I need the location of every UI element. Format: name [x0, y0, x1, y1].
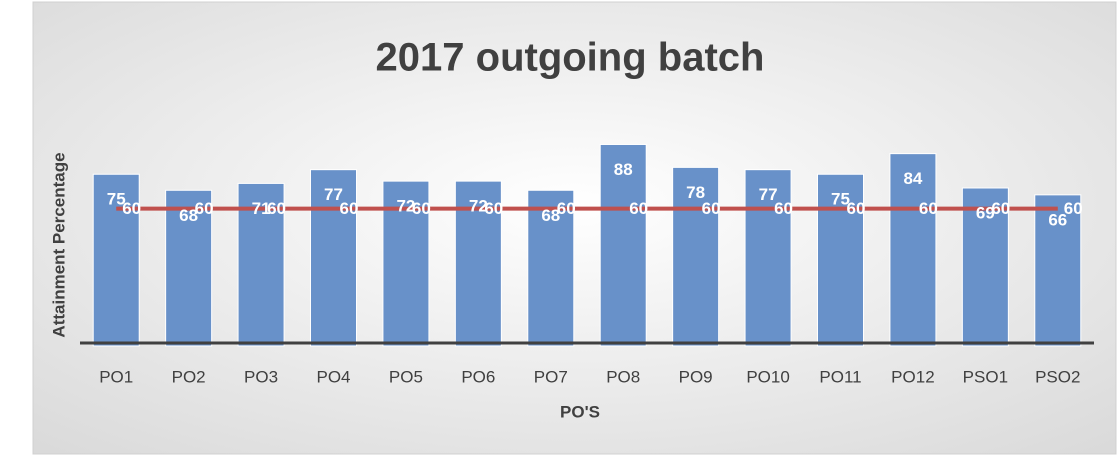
x-axis-label: PO'S: [560, 402, 600, 421]
chart-title: 2017 outgoing batch: [376, 36, 765, 80]
x-tick-label: PO1: [99, 367, 133, 386]
x-tick-label: PO3: [244, 367, 278, 386]
line-value-label: 60: [847, 199, 866, 218]
x-tick-label: PSO1: [963, 367, 1008, 386]
bar: [961, 187, 1009, 347]
y-axis-label: Attainment Percentage: [49, 152, 68, 337]
x-tick-label: PO9: [679, 367, 713, 386]
bar: [744, 169, 792, 347]
bar: [310, 169, 357, 347]
bar: [165, 189, 213, 347]
line-value-label: 60: [919, 199, 938, 218]
bar: [817, 173, 864, 347]
line-value-label: 60: [774, 199, 793, 218]
x-tick-label: PO5: [389, 367, 423, 386]
bar-value-label: 66: [1048, 210, 1067, 229]
bar-value-label: 68: [541, 206, 560, 225]
x-tick-label: PO4: [316, 367, 350, 386]
x-tick-label: PO10: [746, 367, 789, 386]
bar-value-label: 75: [107, 190, 126, 209]
bar-value-label: 69: [976, 203, 995, 222]
bar-value-label: 75: [831, 190, 850, 209]
x-tick-label: PO6: [461, 367, 495, 386]
line-value-label: 60: [484, 199, 503, 218]
x-tick-label: PO2: [172, 367, 206, 386]
x-tick-label: PO8: [606, 367, 640, 386]
bar-value-label: 84: [903, 169, 922, 188]
bar-value-label: 72: [469, 197, 488, 216]
bar-value-label: 78: [686, 183, 705, 202]
line-value-label: 60: [702, 199, 721, 218]
bar-value-label: 72: [396, 197, 415, 216]
bar: [92, 173, 140, 347]
line-value-label: 60: [629, 199, 648, 218]
bar-value-label: 77: [324, 185, 343, 204]
line-value-label: 60: [1064, 199, 1083, 218]
bar: [599, 143, 647, 347]
bar: [889, 153, 937, 347]
line-value-label: 60: [195, 199, 214, 218]
bar-value-label: 71: [252, 199, 271, 218]
line-value-label: 60: [557, 199, 576, 218]
bar: [1034, 194, 1082, 347]
line-value-label: 60: [340, 199, 359, 218]
x-tick-label: PO12: [891, 367, 934, 386]
bar: [527, 189, 575, 347]
line-value-label: 60: [122, 199, 141, 218]
bar-value-label: 68: [179, 206, 198, 225]
bar-value-label: 88: [614, 160, 633, 179]
x-tick-label: PO11: [819, 367, 861, 386]
line-value-label: 60: [267, 199, 286, 218]
line-value-label: 60: [412, 199, 431, 218]
line-value-label: 60: [991, 199, 1010, 218]
bar-value-label: 77: [759, 185, 778, 204]
x-tick-label: PO7: [534, 367, 568, 386]
x-tick-label: PSO2: [1035, 367, 1080, 386]
bar: [672, 166, 720, 347]
